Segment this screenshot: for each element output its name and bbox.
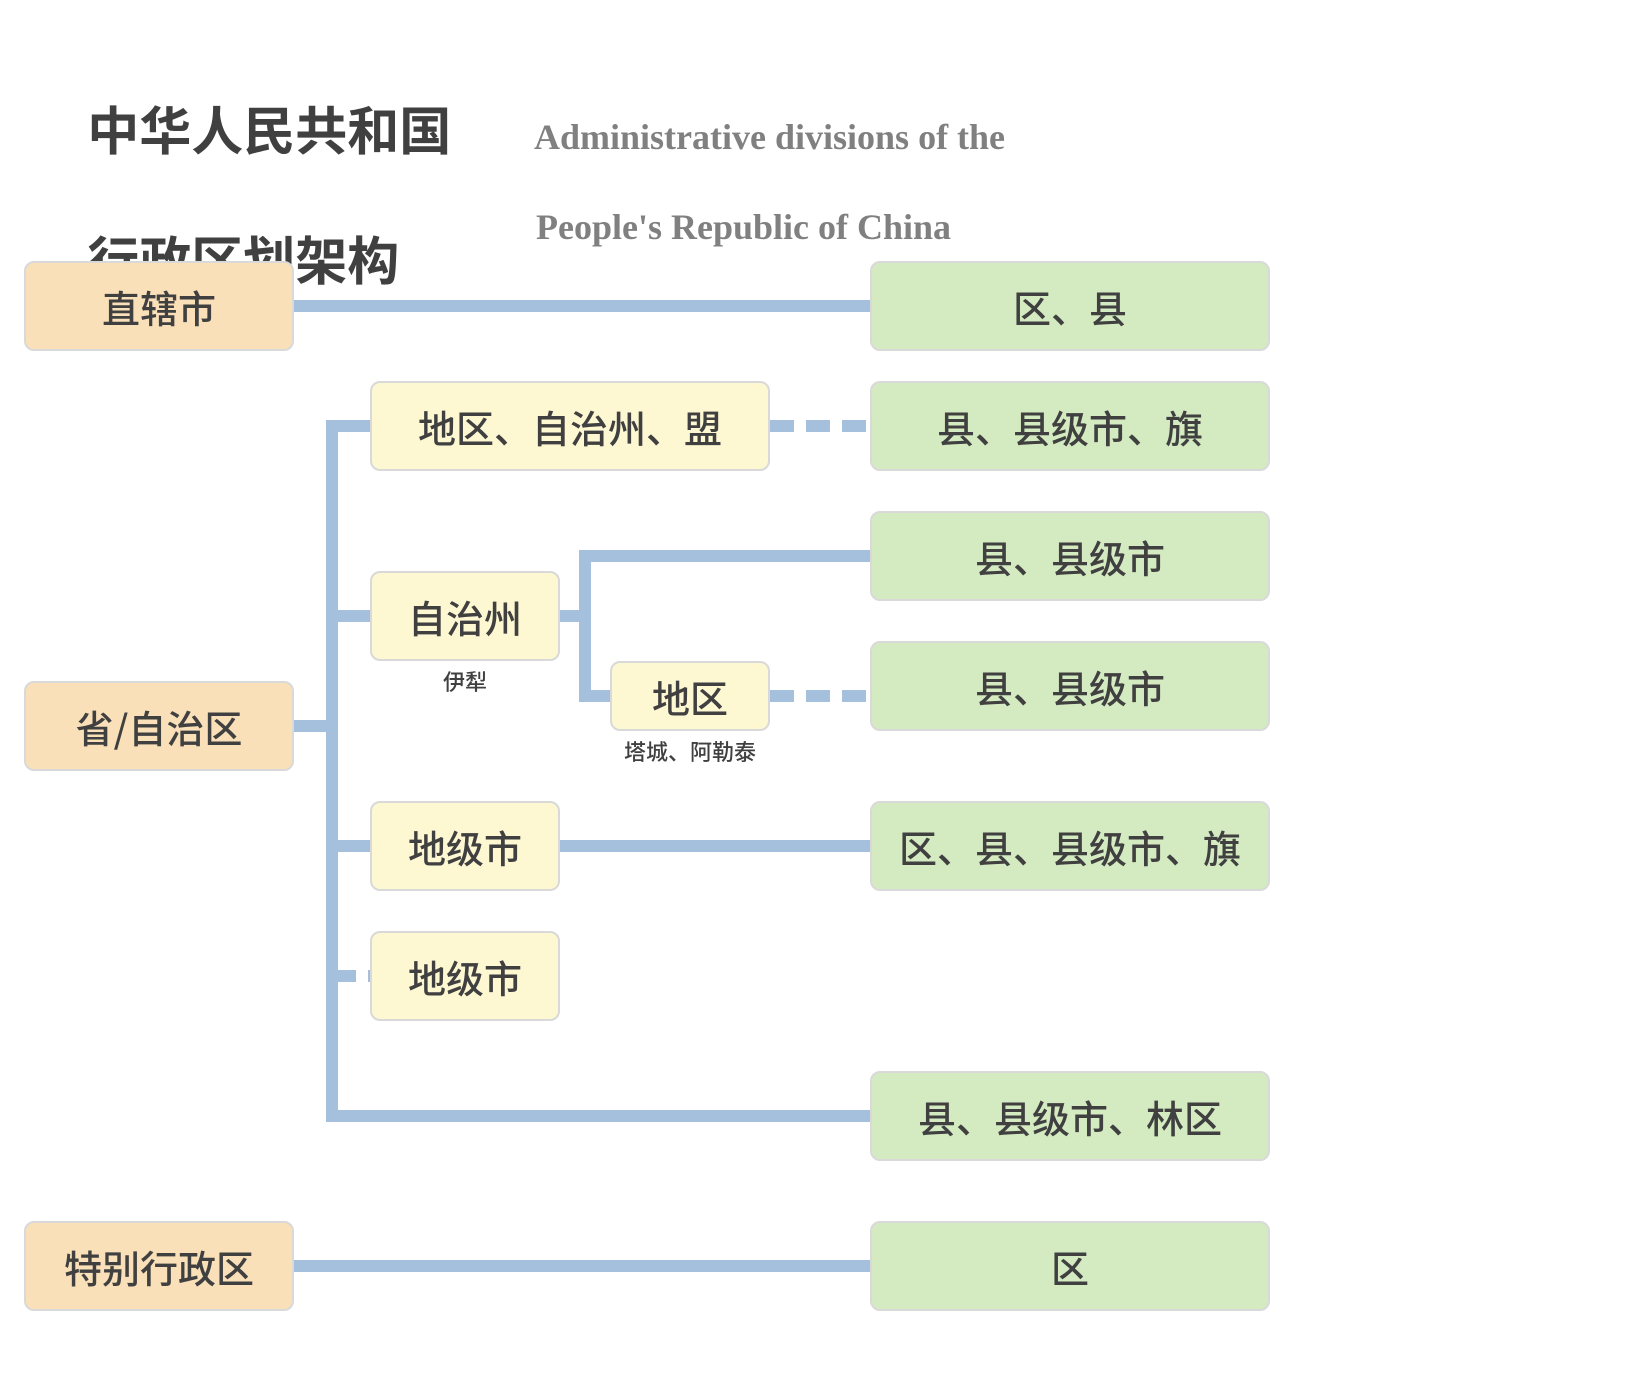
node-n6-sublabel: 塔城、阿勒泰 — [610, 735, 770, 767]
node-n5-sublabel: 伊犁 — [370, 665, 560, 697]
diagram-canvas: 中华人民共和国 行政区划架构 Administrative divisions … — [0, 0, 1646, 1391]
node-n6: 地区 — [610, 661, 770, 731]
node-n1: 直辖市 — [24, 261, 294, 351]
node-n13: 区、县、县级市、旗 — [870, 801, 1270, 891]
title-zh-line1: 中华人民共和国 — [87, 90, 451, 165]
node-n10: 县、县级市、旗 — [870, 381, 1270, 471]
title-en-line2: People's Republic of China — [536, 207, 951, 247]
node-n5: 自治州 — [370, 571, 560, 661]
node-n7: 地级市 — [370, 801, 560, 891]
node-n2: 省/自治区 — [24, 681, 294, 771]
node-n9: 区、县 — [870, 261, 1270, 351]
node-n3: 特别行政区 — [24, 1221, 294, 1311]
node-n12: 县、县级市 — [870, 641, 1270, 731]
title-en-line1: Administrative divisions of the — [534, 117, 1005, 157]
node-n11: 县、县级市 — [870, 511, 1270, 601]
node-n14: 县、县级市、林区 — [870, 1071, 1270, 1161]
node-n15: 区 — [870, 1221, 1270, 1311]
node-n8: 地级市 — [370, 931, 560, 1021]
node-n4: 地区、自治州、盟 — [370, 381, 770, 471]
